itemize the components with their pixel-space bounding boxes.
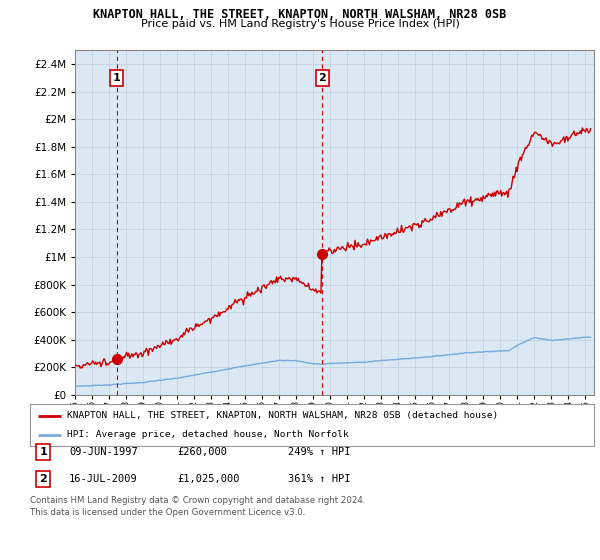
Text: £1,025,000: £1,025,000 <box>177 474 239 484</box>
Text: HPI: Average price, detached house, North Norfolk: HPI: Average price, detached house, Nort… <box>67 431 349 440</box>
Text: Contains HM Land Registry data © Crown copyright and database right 2024.: Contains HM Land Registry data © Crown c… <box>30 496 365 505</box>
Text: 1: 1 <box>40 447 47 457</box>
Text: 16-JUL-2009: 16-JUL-2009 <box>69 474 138 484</box>
Text: Price paid vs. HM Land Registry's House Price Index (HPI): Price paid vs. HM Land Registry's House … <box>140 19 460 29</box>
Text: £260,000: £260,000 <box>177 447 227 457</box>
Text: 361% ↑ HPI: 361% ↑ HPI <box>288 474 350 484</box>
Text: 249% ↑ HPI: 249% ↑ HPI <box>288 447 350 457</box>
Text: KNAPTON HALL, THE STREET, KNAPTON, NORTH WALSHAM, NR28 0SB: KNAPTON HALL, THE STREET, KNAPTON, NORTH… <box>94 8 506 21</box>
Text: 2: 2 <box>319 73 326 83</box>
Text: This data is licensed under the Open Government Licence v3.0.: This data is licensed under the Open Gov… <box>30 508 305 517</box>
Text: 1: 1 <box>113 73 121 83</box>
Text: 09-JUN-1997: 09-JUN-1997 <box>69 447 138 457</box>
Text: 2: 2 <box>40 474 47 484</box>
Text: KNAPTON HALL, THE STREET, KNAPTON, NORTH WALSHAM, NR28 0SB (detached house): KNAPTON HALL, THE STREET, KNAPTON, NORTH… <box>67 411 498 420</box>
